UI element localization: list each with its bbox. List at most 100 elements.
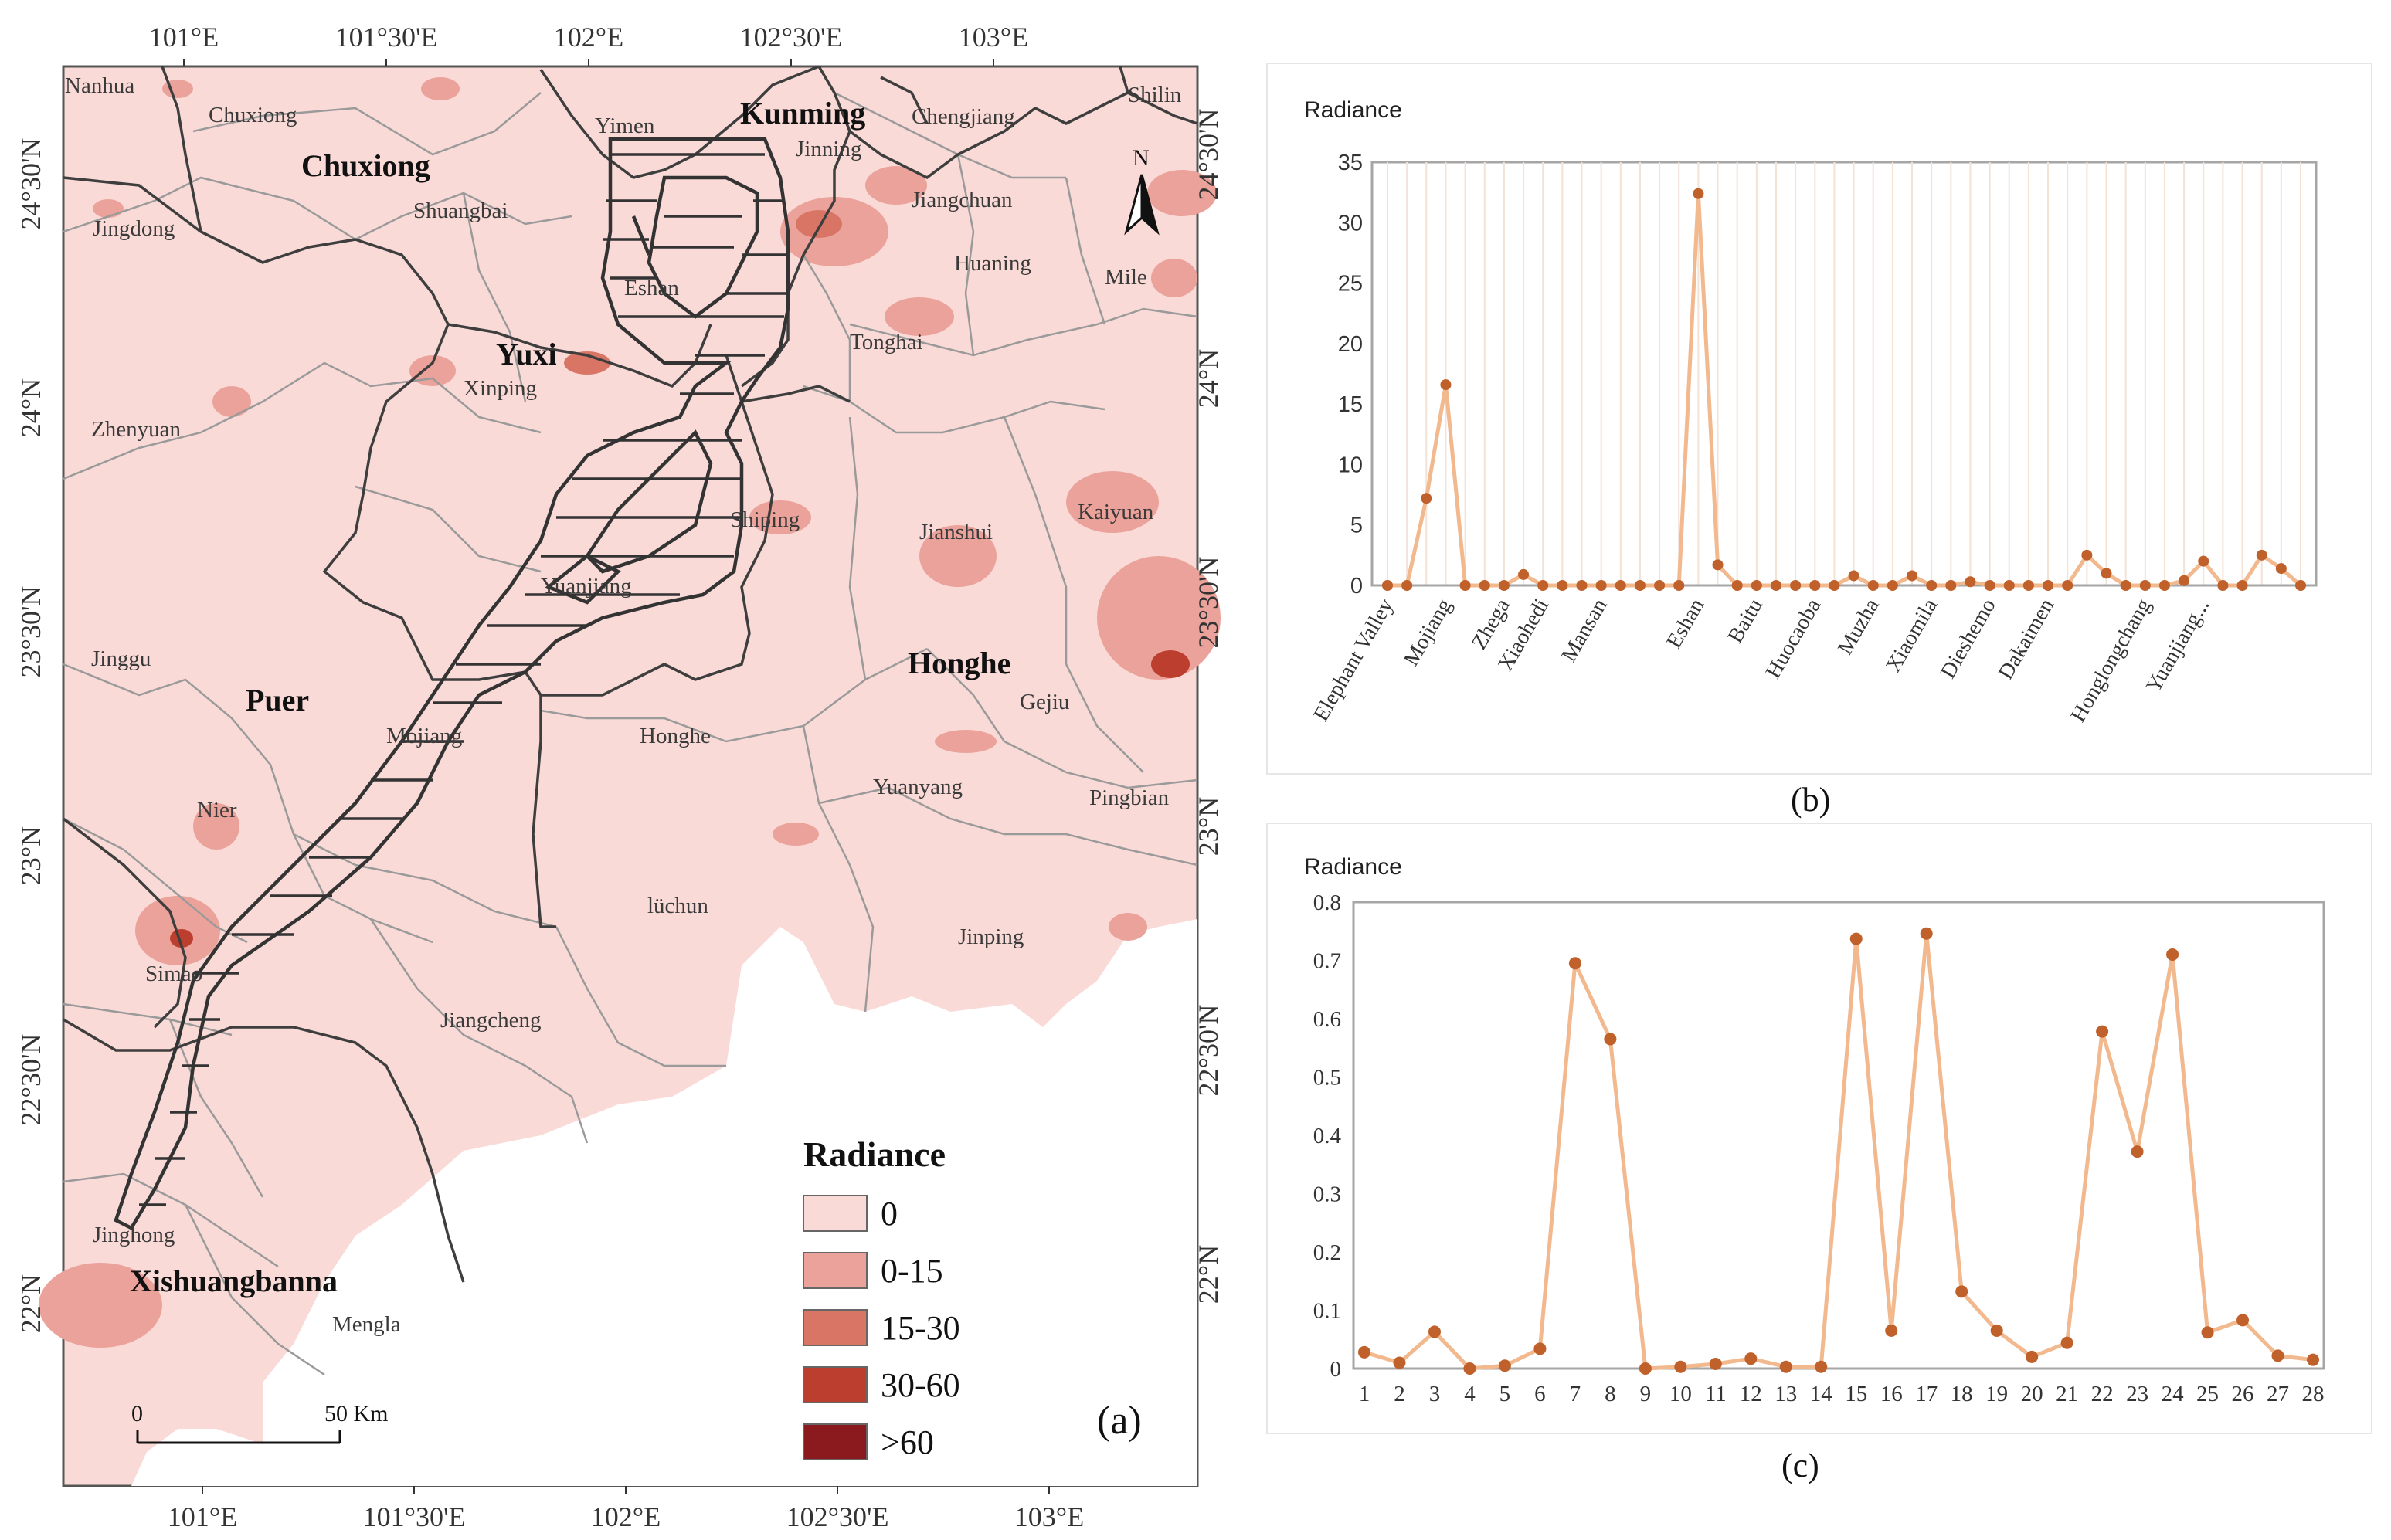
county-label-jiangchuan: Jiangchuan [912, 188, 1013, 212]
chart-b-point [1809, 580, 1821, 591]
chart-b-point [1984, 580, 1995, 591]
lat-left-24-30: 24°30'N [15, 138, 46, 230]
lon-bottom-101: 101°E [168, 1501, 237, 1532]
chart-c-point [2271, 1349, 2284, 1362]
county-label-mile: Mile [1105, 265, 1147, 290]
chart-b-point [2275, 563, 2287, 575]
svg-text:0: 0 [131, 1401, 143, 1426]
svg-text:50 Km: 50 Km [324, 1401, 389, 1426]
county-label-jiangcheng: Jiangcheng [440, 1008, 541, 1033]
chart-b-ytick-label: 30 [1338, 211, 1363, 236]
chart-b-xtick-label: Zhega [1467, 595, 1515, 654]
legend-swatch-2 [803, 1309, 868, 1346]
map-panel: Nanhua Chuxiong Yimen Chengjiang Shilin … [15, 22, 1221, 1532]
chart-c-xtick-label: 9 [1640, 1382, 1652, 1406]
chart-c-ytick-label: 0.4 [1313, 1124, 1342, 1148]
chart-c-xtick-label: 12 [1740, 1382, 1762, 1406]
chart-c-point [1498, 1359, 1511, 1372]
chart-b-point [2236, 580, 2248, 591]
county-label-chengjiang: Chengjiang [912, 104, 1015, 129]
chart-b-point [2023, 580, 2034, 591]
chart-c-xtick-label: 19 [1985, 1382, 2008, 1406]
chart-c-xtick-label: 23 [2126, 1382, 2148, 1406]
chart-b-point [1945, 580, 1957, 591]
chart-c-xtick-label: 17 [1915, 1382, 1938, 1406]
chart-c-point [2166, 948, 2179, 961]
chart-c-xtick-label: 1 [1359, 1382, 1370, 1406]
chart-b-xtick-label: Eshan [1662, 595, 1709, 653]
lat-right-24-30: 24°30'N [1193, 109, 1221, 201]
legend-swatch-1 [803, 1252, 868, 1289]
county-label-shiping: Shiping [730, 507, 800, 532]
chart-c-xtick-label: 3 [1429, 1382, 1441, 1406]
chart-c-point [2201, 1326, 2214, 1339]
lat-left-24: 24°N [15, 378, 46, 437]
chart-b-ytick-label: 20 [1338, 332, 1363, 357]
county-label-huaning: Huaning [954, 251, 1031, 276]
chart-b-point [1965, 576, 1976, 588]
chart-b-point [1421, 493, 1432, 504]
chart-c-ytick-label: 0.5 [1313, 1066, 1341, 1091]
county-label-nier: Nier [197, 798, 237, 823]
prefecture-label-honghe: Honghe [908, 646, 1010, 680]
north-arrow-icon: N [1124, 145, 1160, 236]
prefecture-label-puer: Puer [246, 683, 309, 717]
chart-c-ytick-label: 0.1 [1313, 1299, 1341, 1324]
county-label-zhenyuan: Zhenyuan [91, 417, 181, 442]
chart-c-xtick-label: 27 [2267, 1382, 2289, 1406]
chart-c-panel-label: (c) [1781, 1447, 1819, 1484]
chart-b-xtick-label: Baitu [1724, 595, 1768, 647]
lon-top-103: 103°E [959, 22, 1028, 53]
chart-c-ytick-label: 0.2 [1313, 1240, 1341, 1265]
chart-b-point [1537, 580, 1549, 591]
chart-c-point [1849, 932, 1863, 945]
lon-top-102: 102°E [554, 22, 623, 53]
chart-b-point [1479, 580, 1490, 591]
lat-left-22-30: 22°30'N [15, 1034, 46, 1126]
chart-c-point [1709, 1357, 1722, 1370]
chart-b-point [2003, 580, 2015, 591]
chart-b-point [2295, 580, 2306, 591]
chart-b-point [1731, 580, 1743, 591]
chart-b-point [2081, 549, 2093, 561]
lat-left-23-30: 23°30'N [15, 586, 46, 678]
chart-b-point [1576, 580, 1588, 591]
lat-left-22: 22°N [15, 1274, 46, 1333]
chart-c-xtick-label: 8 [1605, 1382, 1616, 1406]
county-label-mengla: Mengla [332, 1312, 401, 1337]
legend-swatch-4 [803, 1423, 868, 1460]
chart-b-plot-area [1370, 161, 2318, 587]
lon-top-101: 101°E [149, 22, 219, 53]
chart-b-point [1848, 570, 1859, 582]
lon-bottom-102: 102°E [591, 1501, 661, 1532]
county-label-jianshui: Jianshui [919, 520, 993, 544]
chart-b-xtick-label: Yuanjiang... [2141, 595, 2214, 697]
scale-bar: 0 50 Km [131, 1401, 389, 1444]
chart-b-point [1712, 559, 1724, 571]
county-label-tonghai: Tonghai [850, 330, 923, 354]
county-label-shilin: Shilin [1128, 83, 1182, 107]
chart-b-point [1459, 580, 1471, 591]
chart-b-point [2101, 568, 2112, 579]
chart-b-point [1518, 568, 1530, 580]
chart-b-point [1770, 580, 1781, 591]
chart-c-point [1604, 1033, 1617, 1046]
chart-b-xtick-label: Dakaimen [1994, 595, 2059, 684]
lon-top-101-30: 101°30'E [335, 22, 438, 53]
chart-c-point [1885, 1324, 1898, 1337]
chart-b-point [1751, 580, 1762, 591]
svg-text:N: N [1133, 145, 1150, 171]
chart-b-point [2120, 580, 2131, 591]
lat-right-22: 22°N [1193, 1245, 1221, 1304]
county-label-eshan: Eshan [624, 276, 679, 300]
legend-label-4: >60 [881, 1423, 934, 1461]
chart-c-xtick-label: 10 [1669, 1382, 1692, 1406]
chart-b-point [1829, 580, 1840, 591]
chart-c-point [2096, 1025, 2109, 1038]
chart-b-point [1595, 580, 1607, 591]
legend-label-0: 0 [881, 1195, 898, 1233]
chart-c-xtick-label: 20 [2021, 1382, 2043, 1406]
chart-b-point [1634, 580, 1646, 591]
chart-c-point [2307, 1353, 2319, 1366]
chart-b-ylabel: Radiance [1304, 97, 1402, 123]
